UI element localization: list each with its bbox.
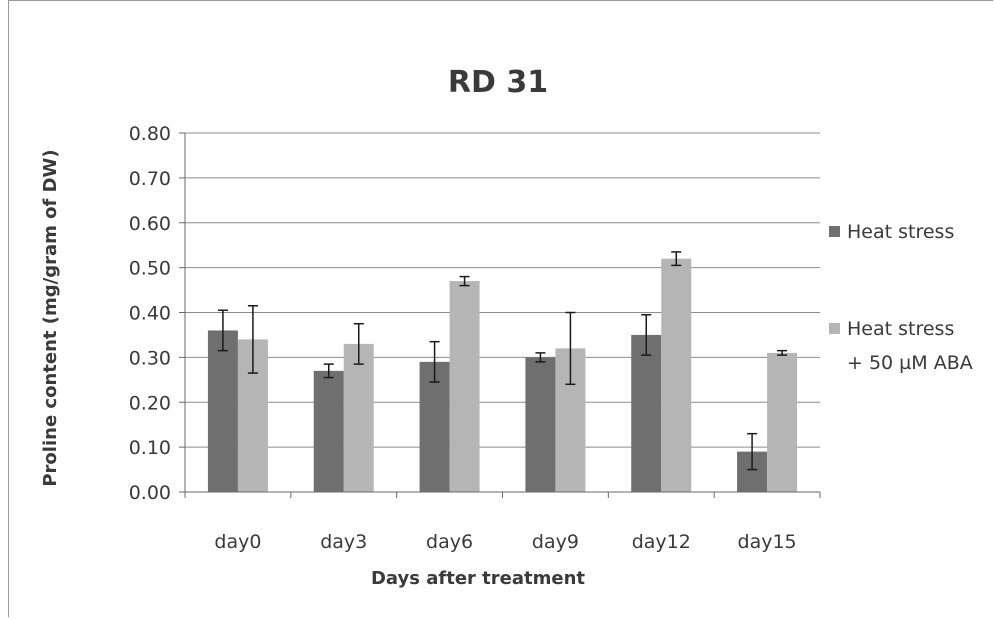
x-tick-label: day9 xyxy=(532,531,579,553)
x-tick-label: day15 xyxy=(738,531,797,553)
y-tick-label: 0.10 xyxy=(129,437,171,459)
x-tick-label: day0 xyxy=(214,531,261,553)
bar xyxy=(313,370,344,492)
y-axis-title: Proline content (mg/gram of DW) xyxy=(40,149,61,486)
legend-label: + 50 µM ABA xyxy=(847,352,973,374)
legend-label: Heat stress xyxy=(847,221,954,243)
bars xyxy=(207,258,798,492)
grid-lines xyxy=(179,132,820,493)
chart-frame xyxy=(8,0,993,617)
y-tick-label: 0.00 xyxy=(129,482,171,504)
x-tick-label: day12 xyxy=(632,531,691,553)
legend-label: Heat stress xyxy=(847,318,954,340)
bar xyxy=(661,258,692,492)
bar xyxy=(525,357,556,492)
y-tick-label: 0.50 xyxy=(129,258,171,280)
axes xyxy=(184,133,821,498)
y-tick-labels: 0.00 0.10 0.20 0.30 0.40 0.50 0.60 0.70 0.80 xyxy=(129,123,171,504)
y-tick-label: 0.60 xyxy=(129,213,171,235)
y-tick-label: 0.30 xyxy=(129,347,171,369)
error-bars xyxy=(217,251,788,471)
y-tick-label: 0.80 xyxy=(129,123,171,145)
legend-swatch xyxy=(829,226,840,237)
bar xyxy=(767,352,798,492)
bar xyxy=(343,343,374,492)
x-tick-label: day3 xyxy=(320,531,367,553)
bar xyxy=(207,330,238,492)
x-tick-labels: day0 day3 day6 day9 day12 day15 xyxy=(214,531,796,553)
legend: Heat stress Heat stress + 50 µM ABA xyxy=(829,221,973,374)
x-axis-title: Days after treatment xyxy=(371,568,585,589)
chart-title: RD 31 xyxy=(448,65,548,100)
y-tick-label: 0.70 xyxy=(129,168,171,190)
x-tick-label: day6 xyxy=(426,531,473,553)
y-tick-label: 0.40 xyxy=(129,303,171,325)
y-tick-label: 0.20 xyxy=(129,392,171,414)
bar xyxy=(631,334,662,492)
bar xyxy=(449,281,480,492)
bar xyxy=(419,361,450,492)
legend-swatch xyxy=(829,323,840,334)
